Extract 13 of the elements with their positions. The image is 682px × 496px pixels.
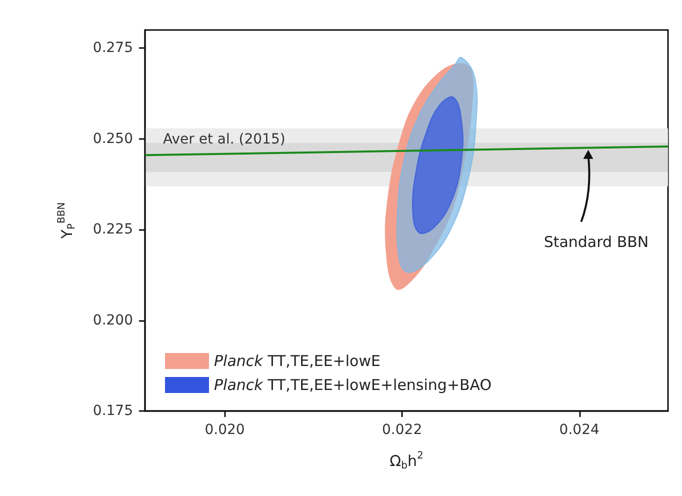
annotation: Standard BBN [544, 232, 649, 251]
y-axis-title: YPBBN [56, 202, 78, 240]
y-tick-label: 0.200 [92, 312, 133, 328]
band-label: Aver et al. (2015) [163, 131, 286, 148]
legend-label: Planck TT,TE,EE+lowE+lensing+BAO [214, 376, 492, 394]
x-tick-label: 0.024 [559, 422, 600, 438]
x-tick-label: 0.020 [204, 422, 245, 438]
y-tick-label: 0.275 [92, 40, 133, 56]
legend-label: Planck TT,TE,EE+lowE [214, 352, 380, 370]
y-tick-label: 0.175 [92, 403, 133, 419]
x-tick-label: 0.022 [382, 422, 422, 438]
y-tick-label: 0.250 [92, 130, 133, 147]
y-tick-label: 0.225 [92, 222, 133, 238]
